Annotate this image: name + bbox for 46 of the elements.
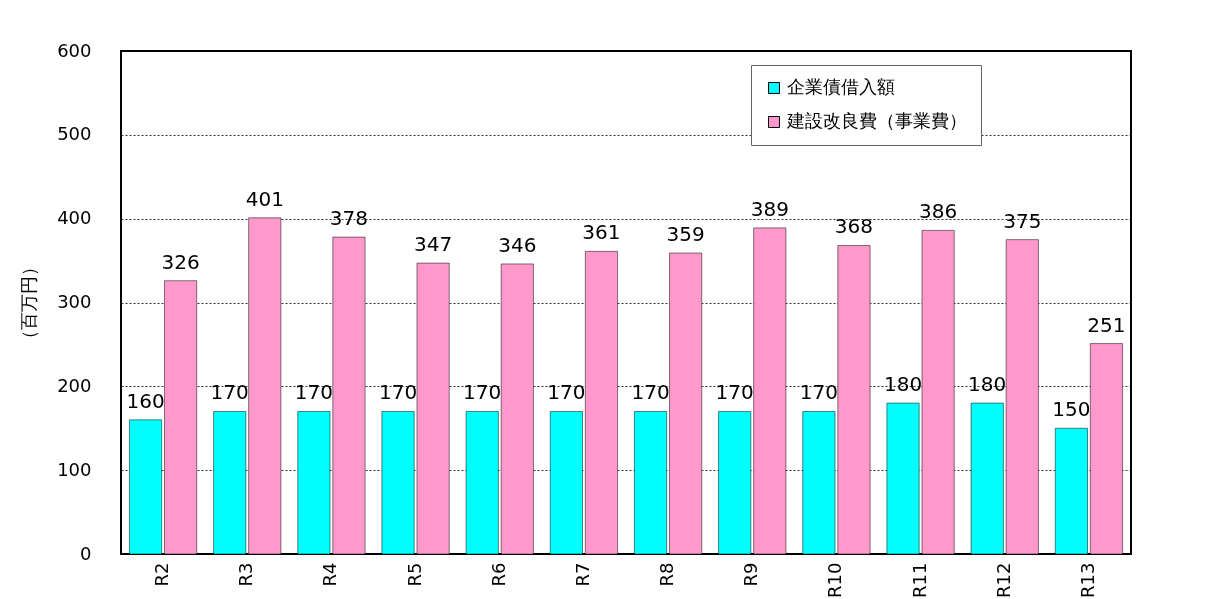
legend-label: 企業債借入額	[787, 76, 895, 97]
x-tick-label: R8	[656, 562, 678, 587]
data-label: 170	[294, 380, 333, 405]
y-tick-label: 100	[57, 458, 92, 480]
x-tick-label: R11	[908, 562, 930, 598]
y-axis-title: （百万円）	[18, 258, 40, 348]
data-label: 170	[547, 380, 586, 405]
data-label: 170	[715, 380, 754, 405]
data-label: 401	[245, 186, 284, 211]
x-tick-label: R2	[151, 562, 173, 587]
x-tick-label: R10	[824, 562, 846, 598]
x-tick-label: R9	[740, 562, 762, 587]
data-label: 386	[919, 199, 958, 224]
x-tick-label: R13	[1076, 562, 1098, 598]
data-label: 375	[1003, 208, 1042, 233]
x-tick-label: R5	[403, 562, 425, 587]
data-label: 170	[378, 380, 418, 405]
y-tick-label: 400	[57, 207, 92, 229]
data-label: 359	[666, 222, 705, 247]
data-label: 170	[463, 380, 502, 405]
data-label: 347	[414, 232, 453, 257]
data-label: 361	[582, 220, 621, 245]
y-tick-label: 200	[57, 374, 92, 396]
data-label: 180	[968, 372, 1007, 397]
data-label: 170	[210, 380, 249, 405]
data-label: 389	[750, 196, 789, 221]
x-tick-label: R6	[487, 562, 509, 587]
x-tick-label: R7	[571, 562, 593, 587]
y-tick-label: 500	[57, 123, 92, 145]
x-tick-label: R3	[235, 562, 257, 587]
data-label: 346	[498, 232, 537, 257]
data-label: 180	[883, 372, 923, 397]
legend-label: 建設改良費（事業費）	[786, 110, 967, 131]
data-label: 160	[126, 388, 165, 413]
data-label: 150	[1052, 397, 1091, 422]
y-tick-label: 300	[57, 291, 92, 312]
data-label: 170	[799, 380, 838, 405]
data-label: 378	[329, 206, 369, 231]
data-label: 368	[834, 214, 874, 239]
x-tick-label: R4	[319, 562, 341, 587]
data-label: 251	[1087, 312, 1126, 337]
data-label: 326	[161, 249, 200, 274]
data-label: 170	[631, 380, 670, 405]
y-tick-label: 0	[80, 542, 92, 564]
y-tick-label: 600	[57, 39, 92, 61]
x-tick-label: R12	[992, 562, 1014, 598]
